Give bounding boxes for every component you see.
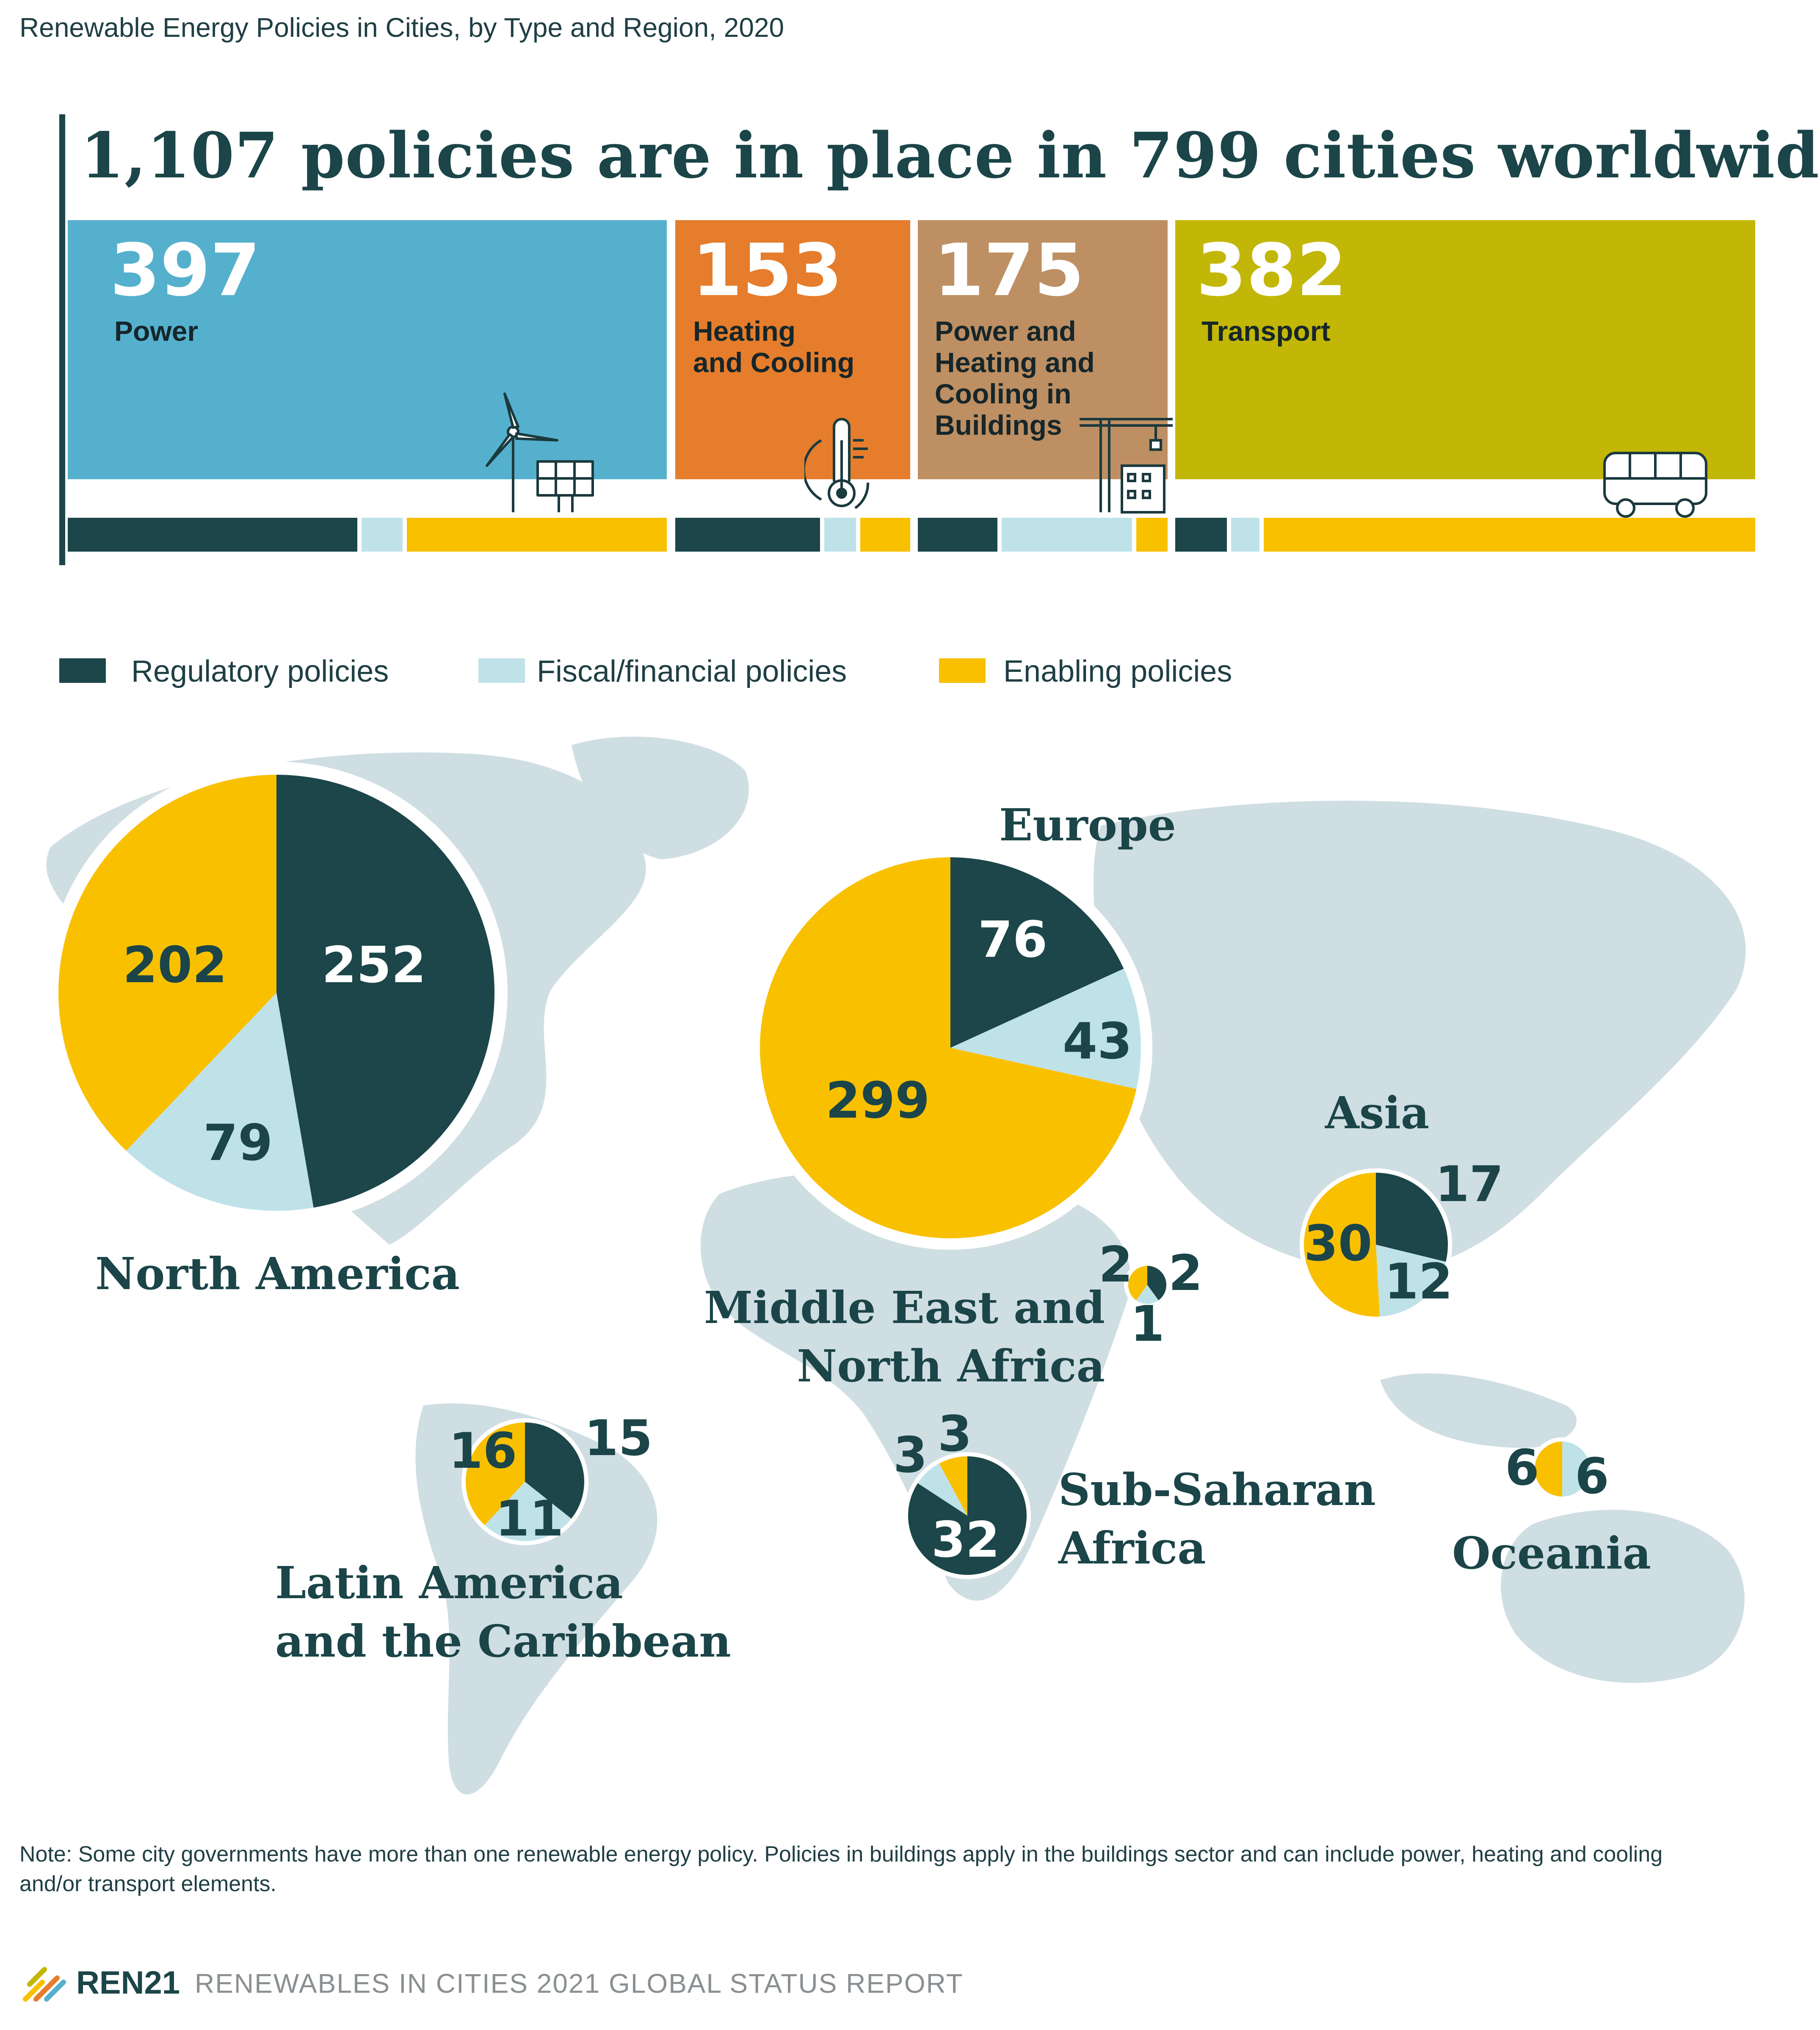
- breakdown-regulatory-segment: [918, 518, 998, 552]
- mena-regulatory-value: 2: [1168, 1245, 1203, 1302]
- na-fiscal-value: 79: [203, 1113, 273, 1172]
- pie-slice-enabling: [465, 1422, 525, 1525]
- region-label-oceania: Oceania: [1452, 1527, 1651, 1579]
- breakdown-regulatory-segment: [675, 518, 820, 552]
- pie-slice-regulatory: [525, 1422, 584, 1519]
- eu-regulatory-value: 76: [978, 910, 1048, 969]
- breakdown-enabling-segment: [1136, 518, 1168, 552]
- asia-enabling-value: 30: [1304, 1215, 1373, 1272]
- sector-transport-value: 382: [1196, 229, 1347, 312]
- report-title: RENEWABLES IN CITIES 2021 GLOBAL STATUS …: [195, 1968, 964, 1999]
- ren21-logo-text: REN21: [76, 1965, 180, 2001]
- asia-fiscal-value: 12: [1384, 1253, 1453, 1310]
- na-enabling-value: 202: [123, 936, 227, 994]
- pie-slice-fiscal: [484, 1482, 572, 1541]
- pie-slice-fiscal: [126, 993, 314, 1211]
- greenland-shape: [572, 737, 749, 859]
- pie-slice-fiscal: [917, 1463, 967, 1516]
- pie-slice-enabling: [760, 857, 1137, 1238]
- australia-shape: [1501, 1510, 1745, 1683]
- ren21-logo-icon: [23, 1967, 66, 2002]
- pie-slice-fiscal: [950, 969, 1141, 1089]
- region-label-mena: Middle East and North Africa: [704, 1282, 1105, 1392]
- mena-fiscal-value: 1: [1130, 1295, 1165, 1353]
- na-regulatory-value: 252: [322, 936, 426, 994]
- sector-buildings-label: Power and Heating and Cooling in Buildin…: [935, 315, 1095, 441]
- legend-label-fiscal: Fiscal/financial policies: [537, 655, 847, 688]
- pie-slice-regulatory: [1147, 1266, 1167, 1301]
- sector-buildings-block: 175 Power and Heating and Cooling in Bui…: [918, 220, 1168, 479]
- breakdown-enabling-segment: [1264, 518, 1755, 552]
- bus-icon: [1603, 452, 1707, 518]
- legend-swatch-fiscal: [478, 658, 525, 683]
- asia-shape: [1093, 801, 1746, 1272]
- chart-caption: Renewable Energy Policies in Cities, by …: [19, 12, 784, 43]
- legend-swatch-enabling: [939, 658, 986, 683]
- breakdown-regulatory-segment: [1175, 518, 1227, 552]
- indonesia-shape: [1380, 1373, 1577, 1448]
- sector-power-label: Power: [114, 315, 199, 347]
- pie-slice-fiscal: [1562, 1442, 1590, 1497]
- legend-label-regulatory: Regulatory policies: [131, 655, 389, 688]
- pie-slice-enabling: [1535, 1442, 1562, 1497]
- pie-slice-regulatory: [276, 774, 495, 1208]
- headline: 1,107 policies are in place in 799 citie…: [80, 119, 1820, 192]
- sector-transport-block: 382 Transport: [1175, 220, 1755, 479]
- breakdown-enabling-segment: [860, 518, 910, 552]
- pie-slice-regulatory: [950, 857, 1124, 1048]
- pie-slice-enabling: [58, 775, 277, 1151]
- breakdown-fiscal-segment: [1231, 518, 1259, 552]
- crane-building-icon: [1080, 418, 1173, 514]
- sector-heating-value: 153: [692, 229, 842, 312]
- sector-heating-label: Heating and Cooling: [693, 315, 855, 378]
- wind-solar-icon: [486, 392, 594, 512]
- pie-slice-enabling: [939, 1456, 967, 1516]
- region-label-asia: Asia: [1325, 1087, 1430, 1139]
- latam-regulatory-value: 15: [584, 1410, 653, 1467]
- eu-fiscal-value: 43: [1063, 1012, 1132, 1070]
- legend-swatch-regulatory: [59, 658, 106, 683]
- ssa-enabling-value: 3: [938, 1406, 972, 1463]
- region-label-latin-america: Latin America and the Caribbean: [275, 1557, 732, 1667]
- breakdown-fiscal-segment: [361, 518, 403, 552]
- oceania-fiscal-value: 6: [1575, 1448, 1609, 1505]
- pie-slice-enabling: [1128, 1266, 1147, 1301]
- thermometer-icon: [804, 418, 870, 509]
- region-label-north-america: North America: [95, 1248, 460, 1300]
- ssa-regulatory-value: 32: [931, 1511, 1000, 1569]
- breakdown-fiscal-segment: [1002, 518, 1132, 552]
- pie-slice-fiscal: [1136, 1285, 1159, 1304]
- breakdown-fiscal-segment: [824, 518, 856, 552]
- mena-enabling-value: 2: [1099, 1236, 1133, 1293]
- pie-slice-enabling: [1304, 1173, 1380, 1317]
- asia-regulatory-value: 17: [1435, 1156, 1504, 1213]
- sector-transport-label: Transport: [1201, 315, 1331, 347]
- breakdown-regulatory-segment: [68, 518, 357, 552]
- pie-slice-fiscal: [1376, 1245, 1446, 1317]
- region-label-europe: Europe: [999, 799, 1176, 851]
- sector-heating-block: 153 Heating and Cooling: [675, 220, 910, 479]
- latam-fiscal-value: 11: [495, 1490, 564, 1547]
- pie-slice-regulatory: [1376, 1173, 1448, 1262]
- sector-power-block: 397 Power: [68, 220, 667, 479]
- footnote: Note: Some city governments have more th…: [19, 1842, 1663, 1896]
- ssa-fiscal-value: 3: [893, 1427, 928, 1484]
- sector-buildings-value: 175: [934, 229, 1084, 312]
- legend-label-enabling: Enabling policies: [1003, 655, 1232, 688]
- latam-enabling-value: 16: [449, 1422, 517, 1480]
- oceania-enabling-value: 6: [1505, 1439, 1539, 1497]
- headline-accent-bar: [59, 114, 65, 565]
- sector-power-value: 397: [110, 229, 260, 312]
- region-label-sub-saharan-africa: Sub-Saharan Africa: [1058, 1464, 1376, 1574]
- breakdown-enabling-segment: [407, 518, 667, 552]
- eu-enabling-value: 299: [826, 1071, 930, 1130]
